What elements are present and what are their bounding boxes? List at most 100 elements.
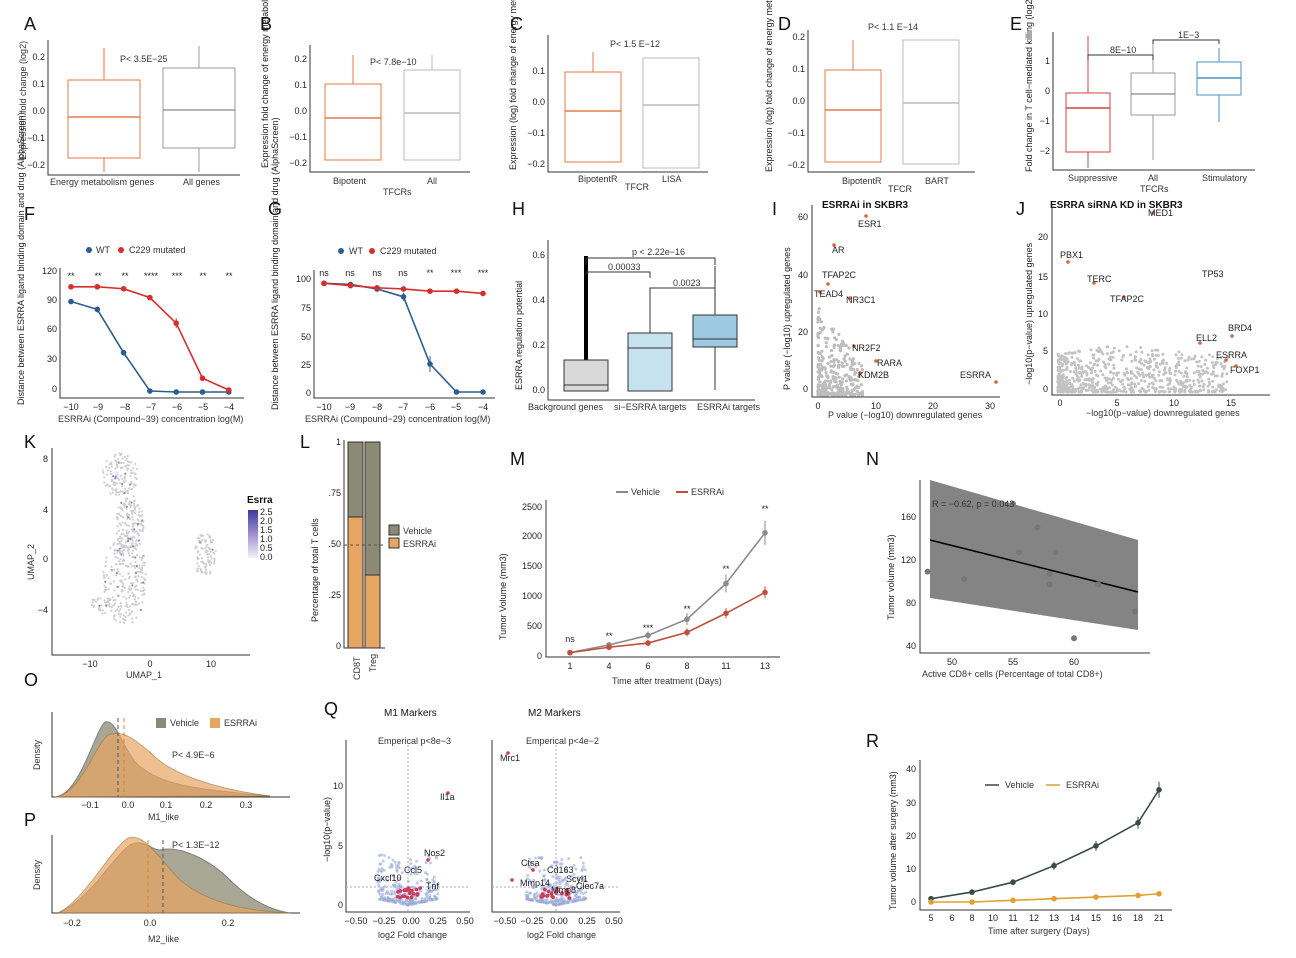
data-point: [199, 389, 206, 395]
data-point: [823, 393, 827, 397]
data-point: [1197, 380, 1201, 384]
data-point: [409, 858, 413, 862]
data-point: [820, 354, 824, 359]
data-point: [133, 528, 136, 531]
highlight-point: [531, 868, 535, 872]
data-point: [1064, 362, 1068, 366]
data-point: [550, 864, 554, 868]
data-point: [129, 475, 132, 478]
data-point: [818, 380, 822, 384]
axis-xlabel: −log10(p−value) downregulated genes: [1086, 408, 1240, 418]
data-point: [847, 346, 851, 350]
gene-label: Scyl1: [566, 874, 588, 884]
data-point: [114, 475, 117, 478]
data-point: [1140, 378, 1144, 382]
data-point: [120, 550, 123, 553]
data-point: [1183, 388, 1187, 392]
data-point: [1115, 373, 1119, 377]
data-point: [1067, 378, 1071, 382]
data-point: [120, 349, 127, 356]
data-point: [1148, 364, 1152, 368]
data-point: [143, 593, 146, 596]
data-point: [1112, 346, 1116, 350]
axis-xlabel: TFCR: [625, 182, 649, 192]
data-point: [102, 471, 105, 475]
tick: −0.25: [521, 916, 544, 926]
highlight-point: [409, 895, 414, 900]
tick: 5: [338, 841, 343, 851]
data-point: [132, 593, 136, 596]
data-point: [125, 529, 128, 532]
data-point: [549, 899, 553, 903]
data-point: [199, 567, 202, 571]
data-point: [1138, 390, 1142, 394]
data-point: [527, 857, 531, 861]
axis-ylabel: −log10(p−value) upregulated genes: [1024, 242, 1034, 385]
data-point: [859, 383, 863, 387]
empirical-p: Emperical p<8e−3: [378, 736, 451, 746]
data-point: [567, 857, 571, 861]
data-point: [1151, 373, 1155, 377]
data-point: [129, 504, 133, 507]
data-point: [100, 604, 103, 607]
tick: 0.1: [792, 64, 805, 74]
data-point: [376, 880, 380, 884]
data-point: [97, 597, 100, 600]
data-point: [117, 529, 121, 533]
data-point: [129, 545, 133, 548]
tick: 0.50: [605, 916, 623, 926]
data-point: [827, 383, 832, 387]
data-point: [125, 507, 128, 510]
data-point: [1052, 549, 1059, 556]
axis-xlabel: log2 Fold change: [527, 930, 596, 940]
data-point: [134, 556, 137, 559]
data-point: [116, 557, 119, 560]
data-point: [1080, 390, 1084, 394]
data-point: [1079, 359, 1083, 363]
data-point: [135, 539, 139, 542]
data-point: [116, 550, 119, 554]
data-point: [226, 387, 232, 393]
data-point: [379, 889, 383, 893]
data-point: [816, 390, 820, 394]
data-point: [391, 858, 395, 862]
data-point: [103, 601, 107, 604]
data-point: [200, 560, 203, 563]
panel-b: B Expression fold change of energy metab…: [260, 0, 470, 197]
data-point: [818, 374, 822, 378]
data-point: [840, 364, 844, 368]
tick: 0.6: [532, 250, 545, 260]
data-point: [1065, 383, 1069, 387]
data-point: [105, 574, 109, 577]
data-point: [1101, 352, 1105, 356]
data-point: [829, 359, 833, 364]
data-point: [118, 522, 121, 525]
tick: 0.2: [792, 32, 805, 42]
data-point: [206, 543, 209, 547]
panel-i: I ESRRAi in SKBR3 P value (−log10) upreg…: [772, 199, 1000, 420]
data-point: [1147, 382, 1151, 386]
data-point: [833, 336, 837, 340]
data-point: [110, 465, 113, 468]
panel-label-c: C: [510, 14, 523, 34]
data-point: [1085, 389, 1089, 393]
data-point: [1156, 353, 1160, 357]
tick: −7: [146, 402, 156, 412]
data-point: [200, 557, 204, 560]
tick: .50: [328, 539, 341, 549]
data-point: [122, 617, 125, 620]
tick: 6: [645, 661, 650, 671]
data-point: [571, 885, 575, 889]
data-point: [928, 899, 934, 905]
data-point: [824, 383, 828, 387]
data-point: [1172, 385, 1176, 389]
data-point: [1224, 388, 1228, 392]
tick: −4: [38, 605, 48, 615]
data-point: [1169, 372, 1173, 376]
sig-label: ns: [345, 268, 355, 278]
data-point: [395, 880, 399, 884]
data-point: [584, 879, 588, 883]
data-point: [208, 572, 212, 575]
data-point: [197, 557, 200, 560]
data-point: [1161, 352, 1165, 356]
